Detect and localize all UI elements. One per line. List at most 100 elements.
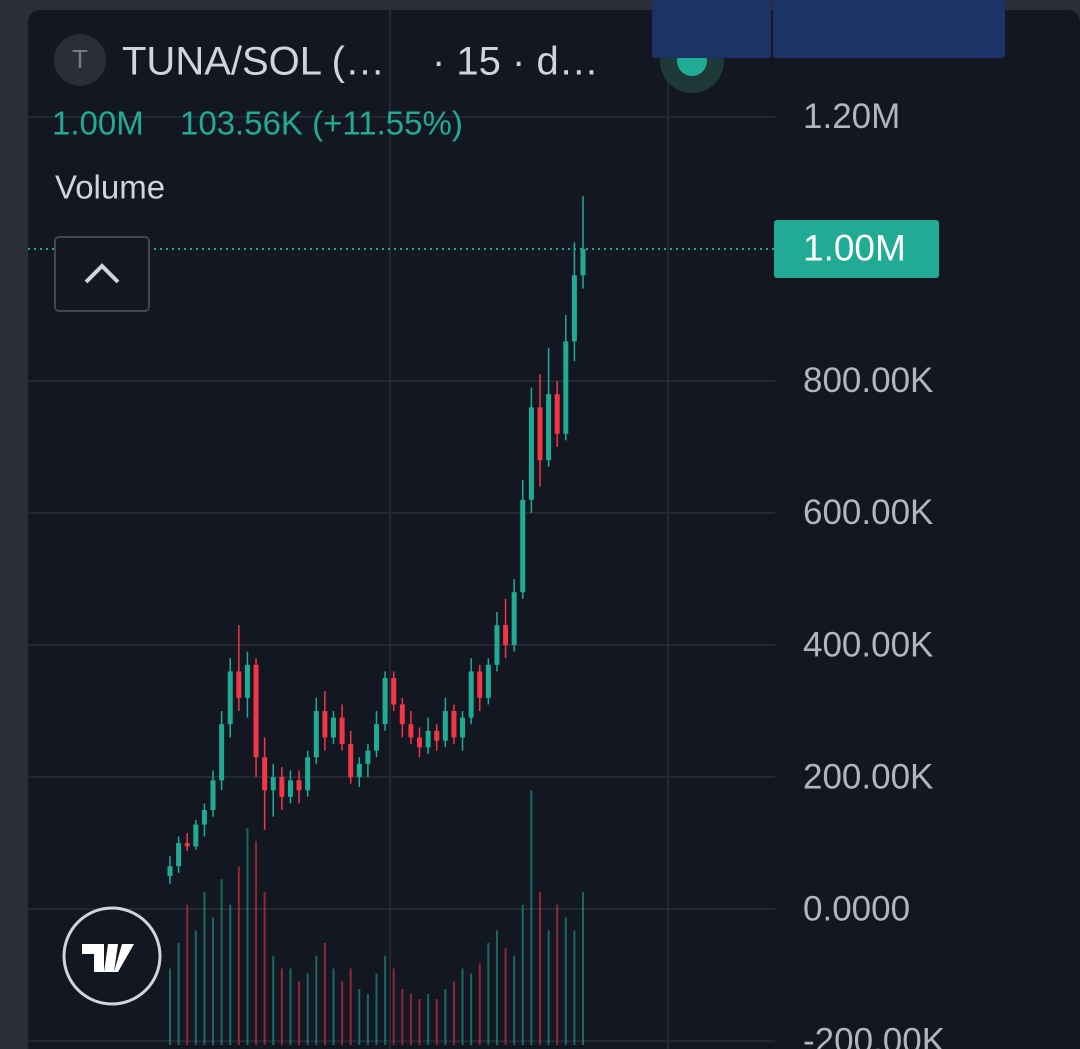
volume-bar: [547, 930, 550, 1045]
volume-bar: [409, 994, 412, 1045]
low-label-box: [658, 0, 771, 58]
candle-body: [236, 671, 242, 698]
volume-bar: [358, 988, 361, 1045]
candle-body: [176, 843, 182, 867]
candle-body: [279, 777, 285, 797]
volume-bar: [220, 879, 223, 1045]
candle-body: [219, 724, 225, 781]
volume-bar: [538, 892, 541, 1045]
candle-body: [296, 780, 302, 791]
candle-body: [227, 671, 233, 725]
volume-bar: [237, 866, 240, 1045]
volume-bar: [556, 904, 559, 1045]
candle-body: [365, 750, 371, 764]
volume-bar: [495, 930, 498, 1045]
candle-body: [184, 843, 190, 847]
y-tick-label: 0.0000: [803, 889, 910, 928]
volume-bar: [229, 904, 232, 1045]
symbol-letter: T: [72, 44, 88, 74]
candle-body: [330, 717, 336, 738]
volume-label: Volume: [55, 169, 165, 206]
volume-bar: [289, 968, 292, 1045]
volume-bar: [306, 973, 309, 1045]
y-tick-label: 400.00K: [803, 625, 933, 664]
volume-bar: [582, 892, 584, 1045]
volume-bar: [186, 904, 189, 1045]
volume-bar: [315, 955, 318, 1045]
interval: · 15 · d…: [432, 40, 599, 84]
volume-bar: [470, 973, 473, 1045]
volume-bar: [255, 841, 258, 1045]
volume-bar: [212, 917, 215, 1045]
volume-bar: [375, 973, 378, 1045]
volume-bar: [392, 968, 395, 1045]
volume-bar: [332, 968, 335, 1045]
y-tick-label: 200.00K: [803, 757, 933, 796]
low-value-box: [773, 0, 1005, 58]
y-tick-label: 800.00K: [803, 361, 933, 400]
candle-body: [313, 711, 319, 758]
volume-bar: [573, 930, 576, 1045]
candle-body: [460, 717, 466, 738]
volume-bar: [530, 790, 533, 1045]
candle-body: [167, 866, 173, 877]
candle-body: [210, 780, 216, 811]
candle-body: [391, 678, 397, 705]
y-tick-label: 1.20M: [803, 97, 900, 136]
volume-bar: [452, 981, 455, 1045]
volume-bar: [504, 948, 507, 1045]
volume-bar: [444, 988, 447, 1045]
candle-body: [408, 724, 414, 738]
volume-bar: [366, 994, 369, 1045]
candle-body: [511, 592, 517, 646]
volume-bar: [564, 917, 567, 1045]
volume-bar: [194, 930, 197, 1045]
candle-body: [348, 744, 354, 778]
header-last: 1.00M: [52, 105, 144, 142]
candle-body: [287, 780, 293, 797]
header-change: 103.56K (+11.55%): [180, 105, 463, 142]
candle-body: [580, 248, 586, 276]
candle-body: [546, 394, 552, 461]
chart-title: TUNA/SOL (…: [122, 40, 385, 84]
candle-body: [537, 407, 543, 461]
volume-bar: [272, 955, 275, 1045]
volume-bar: [341, 981, 344, 1045]
candle-body: [503, 625, 509, 646]
candle-body: [201, 810, 207, 825]
candle-body: [554, 394, 560, 434]
last-price-box: [774, 219, 939, 278]
symbol-icon: [54, 34, 106, 86]
volume-bar: [487, 943, 490, 1045]
volume-bar: [298, 981, 301, 1045]
chevron: [84, 263, 120, 284]
candle-body: [262, 757, 268, 791]
candle-body: [442, 711, 448, 741]
volume-bar: [177, 943, 180, 1045]
volume-bar: [521, 904, 524, 1045]
candle-body: [477, 671, 483, 698]
candle-body: [322, 711, 328, 738]
volume-bar: [349, 968, 352, 1045]
labels: 1.00M: [652, 0, 1005, 278]
candle-body: [485, 664, 491, 698]
logo-mark: [82, 944, 134, 972]
volume-bar: [461, 968, 464, 1045]
volume-bar: [418, 999, 421, 1045]
y-tick-label: 600.00K: [803, 493, 933, 532]
volume-bar: [478, 963, 481, 1045]
candle-body: [244, 664, 250, 698]
candle-body: [382, 678, 388, 725]
candle-body: [356, 763, 362, 778]
candle-body: [571, 275, 577, 342]
volume-bar: [203, 892, 206, 1045]
candle-body: [339, 717, 345, 745]
candle-body: [451, 711, 457, 738]
volume-bar: [280, 968, 283, 1045]
collapse-button[interactable]: [54, 236, 150, 312]
candle-body: [425, 730, 431, 748]
candle-body: [468, 671, 474, 718]
candle-body: [305, 757, 311, 791]
